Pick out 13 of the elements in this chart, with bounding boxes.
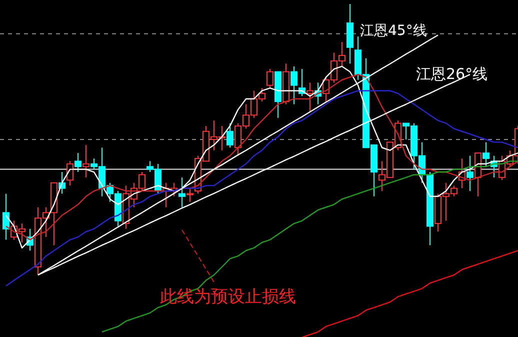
candlestick [226, 122, 234, 148]
candlestick [178, 176, 186, 208]
candlestick [466, 155, 474, 192]
candlestick [186, 188, 194, 202]
candlestick [82, 144, 90, 178]
candlestick [74, 152, 82, 173]
candlestick [306, 82, 314, 113]
candlestick [290, 66, 298, 105]
candlestick [266, 68, 274, 89]
candlestick [482, 142, 490, 168]
candlestick [2, 193, 10, 240]
annotation: 江恩45°线 [360, 23, 427, 39]
annotation: 江恩26°线 [416, 65, 488, 83]
